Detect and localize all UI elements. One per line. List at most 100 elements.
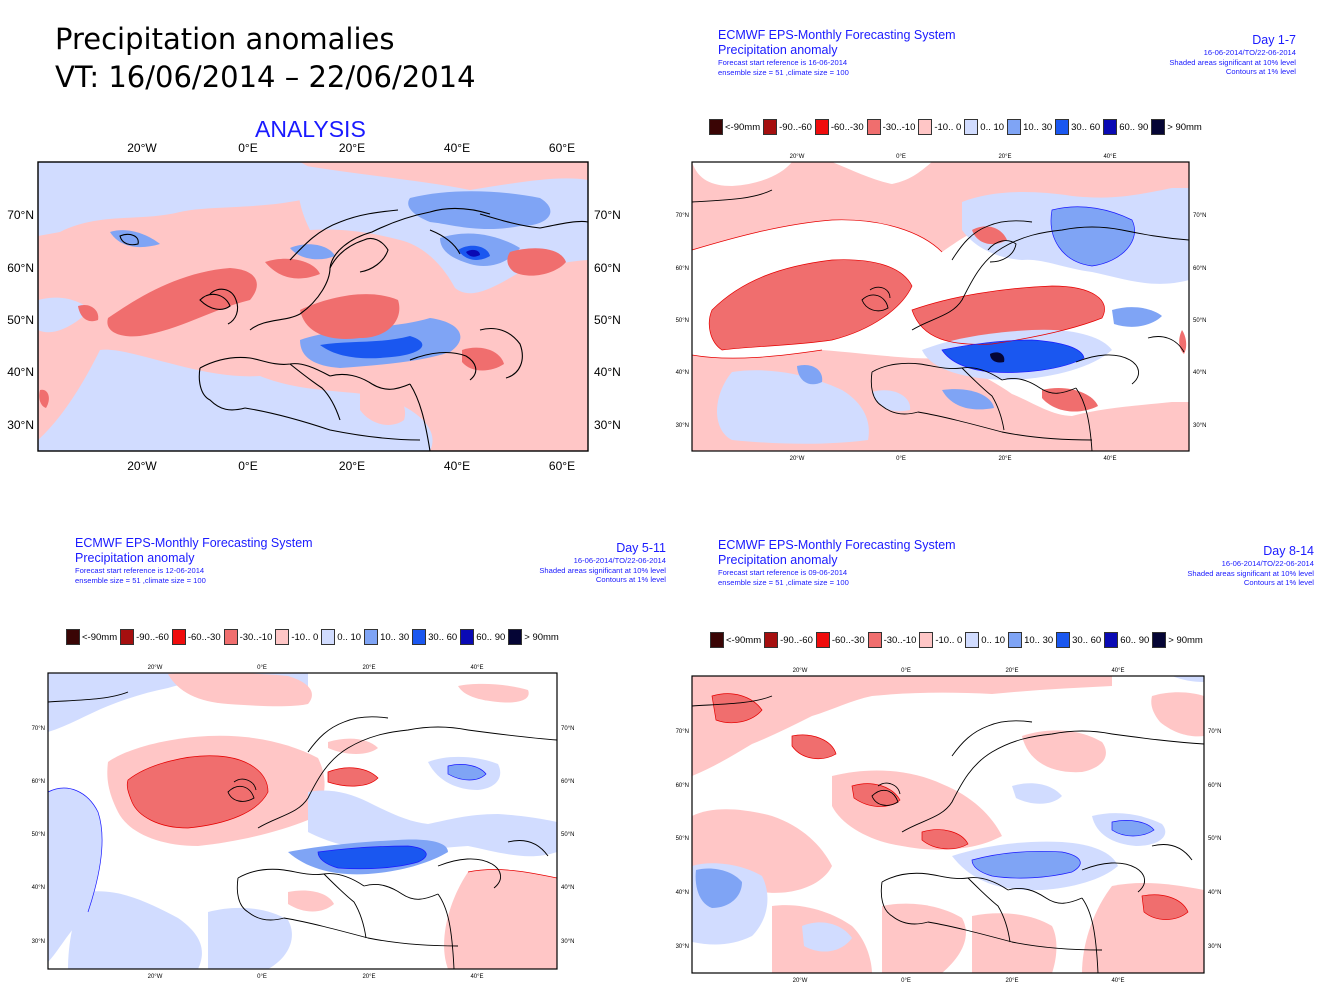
analysis-coastlines [119,207,589,452]
analysis-lon-top-3: 40°E [444,141,470,155]
day5-11-ensemble: ensemble size = 51 ,climate size = 100 [75,575,206,585]
day5-11-sig1: Contours at 1% level [595,575,666,584]
legend-swatch [709,119,723,135]
day1-7-lat-right-2: 50°N [1193,318,1206,324]
analysis-lat-right-2: 50°N [594,313,621,327]
day5-11-product: Precipitation anomaly [75,551,195,565]
day1-7-start-ref: Forecast start reference is 16-06-2014 [718,58,848,67]
day1-7-lon-bottom-3: 40°E [1103,456,1116,462]
legend-label: 10.. 30 [1024,634,1054,646]
legend-label: 60.. 90 [1119,121,1149,133]
legend-swatch [1007,119,1022,135]
day8-14-lat-left-4: 30°N [676,944,689,950]
legend-swatch [120,629,135,645]
legend-swatch [866,119,881,135]
day1-7-lat-left: 70°N 60°N 50°N 40°N 30°N [676,213,689,429]
day5-11-lat-left-0: 70°N [32,726,45,732]
analysis-lat-right-3: 40°N [594,365,621,379]
day5-11-lon-bottom-3: 40°E [470,974,483,980]
day1-7-lon-bottom-0: 20°W [790,456,805,462]
day1-7-lon-bottom-2: 20°E [998,456,1011,462]
legend-swatch [763,119,778,135]
day8-14-lat-right-2: 50°N [1208,836,1221,842]
legend-label: 0.. 10 [337,631,362,643]
day1-7-frame [691,161,1190,452]
day8-14-lon-bottom-1: 0°E [901,978,911,984]
analysis-frame [37,161,589,452]
analysis-lat-left-1: 60°N [7,261,34,275]
day1-7-lat-left-0: 70°N [676,213,689,219]
day5-11-contours-neg [126,755,558,879]
day8-14-lon-top-2: 20°E [1005,668,1018,674]
legend-swatch [508,629,523,645]
day8-14-contours-neg [711,693,1189,920]
day5-11-start-ref: Forecast start reference is 12-06-2014 [75,566,205,575]
day8-14-lon-top-0: 20°W [793,668,808,674]
legend-label: -10.. 0 [934,121,962,133]
day1-7-lat-right-1: 60°N [1193,266,1206,272]
analysis-lon-top-2: 20°E [339,141,365,155]
analysis-lat-left-0: 70°N [7,208,34,222]
day8-14-map: 20°W 0°E 20°E 40°E [676,668,1222,984]
day5-11-header: ECMWF EPS-Monthly Forecasting System Pre… [75,536,313,585]
day1-7-sig1: Contours at 1% level [1225,67,1296,76]
legend-swatch [1056,632,1071,648]
legend-label: <-90mm [726,634,762,646]
day1-7-sig10: Shaded areas significant at 10% level [1169,57,1296,67]
analysis-lat-right-1: 60°N [594,261,621,275]
day8-14-coastlines [691,695,1205,974]
day5-11-lat-right-3: 40°N [561,885,574,891]
day8-14-ensemble: ensemble size = 51 ,climate size = 100 [718,577,849,587]
day5-11-frame [47,672,558,970]
day8-14-lon-bottom-3: 40°E [1111,978,1124,984]
legend-swatch [814,119,829,135]
legend-label: -30..-10 [239,631,273,643]
day5-11-valid: 16-06-2014/TO/22-06-2014 [573,556,666,565]
analysis-lat-left-3: 40°N [7,365,34,379]
legend-swatch [364,629,379,645]
day5-11-map: 20°W 0°E 20°E 40°E [32,665,575,980]
day8-14-lon-bottom: 20°W 0°E 20°E 40°E [793,978,1125,984]
day5-11-lat-left-3: 40°N [32,885,45,891]
legend-label: -90..-60 [136,631,169,643]
day8-14-frame [691,675,1205,974]
day8-14-lat-left-2: 50°N [676,836,689,842]
analysis-map: 20°W 0°E 20°E 40°E 60°E [7,141,621,473]
legend-label: -90..-60 [780,634,813,646]
day5-11-lon-top-2: 20°E [362,665,375,671]
analysis-lon-bottom: 20°W 0°E 20°E 40°E 60°E [127,459,575,473]
day8-14-lon-top-3: 40°E [1111,668,1124,674]
legend-swatch [710,632,724,648]
day8-14-anomaly-field [692,676,1204,973]
day1-7-lat-right-0: 70°N [1193,213,1206,219]
day1-7-lat-right-3: 40°N [1193,370,1206,376]
legend-label: <-90mm [725,121,761,133]
day1-7-lon-top-3: 40°E [1103,154,1116,160]
analysis-lon-bottom-3: 40°E [444,459,470,473]
day8-14-lat-right: 70°N 60°N 50°N 40°N 30°N [1208,729,1221,950]
day8-14-header-right: Day 8-14 16-06-2014/TO/22-06-2014 Shaded… [1187,543,1314,588]
legend-swatch [1104,632,1119,648]
legend-label: 10.. 30 [1023,121,1053,133]
day5-11-header-right: Day 5-11 16-06-2014/TO/22-06-2014 Shaded… [539,540,666,585]
day8-14-sig1: Contours at 1% level [1243,578,1314,587]
day5-11-lon-top: 20°W 0°E 20°E 40°E [148,665,484,671]
legend-swatch [223,629,238,645]
day5-11-coastlines [47,691,558,970]
day1-7-lon-top: 20°W 0°E 20°E 40°E [790,154,1117,160]
analysis-lat-right-0: 70°N [594,208,621,222]
day8-14-lat-right-1: 60°N [1208,783,1221,789]
day1-7-system: ECMWF EPS-Monthly Forecasting System [718,28,956,42]
legend-label: -60..-30 [187,631,221,643]
day5-11-period: Day 5-11 [616,541,666,555]
legend-label: > 90mm [1168,634,1203,646]
day1-7-coastlines [691,189,1190,452]
legend-swatch [66,629,80,645]
day1-7-ensemble: ensemble size = 51 ,climate size = 100 [718,67,849,77]
day1-7-lat-right: 70°N 60°N 50°N 40°N 30°N [1193,213,1206,429]
day8-14-period: Day 8-14 [1263,544,1314,558]
legend-label: 30.. 60 [1072,634,1102,646]
day1-7-map: 20°W 0°E 20°E 40°E [676,154,1207,462]
day1-7-period: Day 1-7 [1252,33,1296,47]
analysis-anomaly-field [38,162,588,451]
